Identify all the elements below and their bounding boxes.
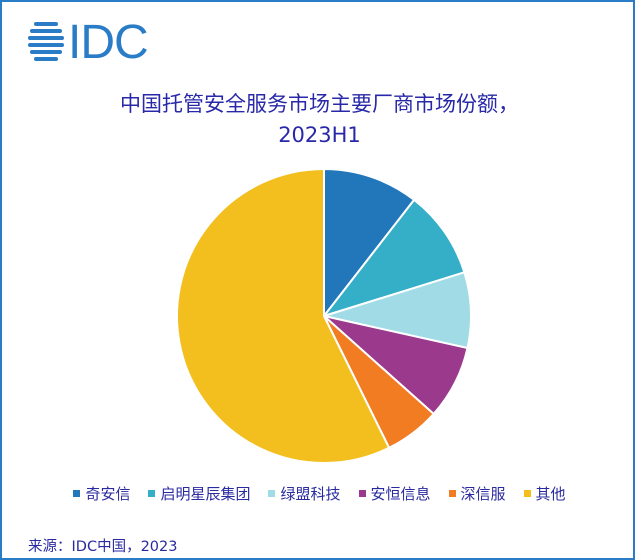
pie-slice [176,167,391,464]
legend-swatch-icon [358,490,366,497]
legend-swatch-icon [73,490,81,497]
legend-item: 启明星辰集团 [148,483,250,504]
idc-logo: IDC [28,18,149,62]
legend-item: 安恒信息 [358,483,431,504]
legend-item: 其他 [523,483,566,504]
legend-label: 安恒信息 [370,485,431,503]
legend-label: 其他 [535,485,566,503]
legend-label: 深信服 [460,485,506,503]
pie-chart [176,167,472,464]
source-note: 来源：IDC中国，2023 [28,539,178,555]
legend-swatch-icon [148,490,156,497]
legend-item: 绿盟科技 [268,483,341,504]
legend-item: 深信服 [448,483,506,504]
legend-label: 奇安信 [85,485,131,503]
legend-swatch-icon [448,490,456,497]
legend-swatch-icon [268,490,276,497]
pie-slice [321,198,466,318]
pie-slice [323,167,416,319]
chart-legend: 奇安信 启明星辰集团 绿盟科技 安恒信息 深信服 其他 [2,483,635,504]
legend-label: 启明星辰集团 [160,485,251,503]
legend-swatch-icon [523,490,531,497]
legend-label: 绿盟科技 [280,485,341,503]
chart-title-line2: 2023H1 [278,123,361,147]
logo-text: IDC [68,18,148,62]
legend-item: 奇安信 [73,483,130,504]
globe-icon [28,22,64,61]
chart-title-line1: 中国托管安全服务市场主要厂商市场份额， [120,92,519,116]
